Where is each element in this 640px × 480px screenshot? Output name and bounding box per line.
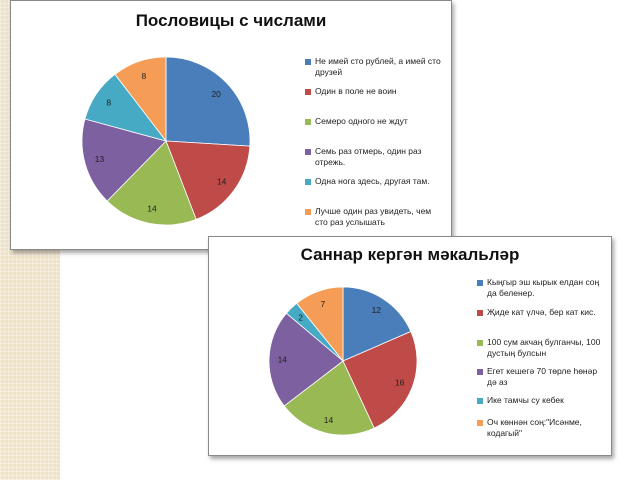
slice-data-label: 2 — [298, 313, 303, 323]
legend-item: 100 сум акчаң булганчы, 100 дустың булсы… — [477, 337, 605, 359]
pie-slice-1 — [165, 140, 251, 220]
pie-slice-2 — [283, 360, 375, 436]
legend-swatch — [477, 369, 483, 375]
slice-data-label: 12 — [372, 305, 382, 315]
slice-data-label: 14 — [278, 355, 288, 365]
pie-chart: 12 16 14 14 2 7 — [268, 286, 418, 436]
legend-swatch — [477, 310, 483, 316]
slice-data-label: 14 — [217, 177, 227, 187]
legend-label: Один в поле не воин — [315, 86, 397, 96]
legend-swatch — [305, 149, 311, 155]
slice-data-label: 8 — [142, 71, 147, 81]
legend-swatch — [477, 398, 483, 404]
pie-slice-5 — [296, 286, 344, 363]
legend-item: Ике тамчы су кебек — [477, 395, 605, 406]
chart-proverbs-russian: Пословицы с числами 20 14 14 13 8 8 Не имей с… — [10, 0, 452, 250]
legend-item: Один в поле не воин — [305, 86, 445, 97]
pie-slice-0 — [165, 56, 251, 147]
legend-swatch — [305, 209, 311, 215]
legend-swatch — [305, 119, 311, 125]
chart-title: Саннар кергән мәкальләр — [300, 245, 520, 264]
legend-label: 100 сум акчаң булганчы, 100 дустың булсы… — [487, 337, 601, 358]
legend-label: Җиде кат үлчә, бер кат кис. — [487, 307, 596, 317]
legend-item: Одна нога здесь, другая там. — [305, 176, 445, 187]
legend-item: Не имей сто рублей, а имей сто друзей — [305, 56, 445, 78]
legend-swatch — [305, 89, 311, 95]
legend-label: Семеро одного не ждут — [315, 116, 408, 126]
pie-slice-1 — [342, 330, 418, 429]
legend-item: Семь раз отмерь, один раз отрежь. — [305, 146, 445, 168]
legend-item: Җиде кат үлчә, бер кат кис. — [477, 307, 605, 318]
legend-item: Оч көннән соң:"Исәнме, кодагый" — [477, 417, 605, 439]
legend-label: Ике тамчы су кебек — [487, 395, 564, 405]
slice-data-label: 13 — [95, 154, 105, 164]
pie-slice-2 — [106, 140, 197, 226]
slice-data-label: 7 — [321, 299, 326, 309]
chart-title: Пословицы с числами — [135, 11, 327, 30]
legend-item: Семеро одного не ждут — [305, 116, 445, 127]
legend-item: Егет кешегә 70 төрле һөнәр дә аз — [477, 366, 605, 388]
legend-label: Семь раз отмерь, один раз отрежь. — [315, 146, 422, 167]
legend-item: Лучше один раз увидеть, чем сто раз услы… — [305, 206, 445, 228]
slice-data-label: 8 — [106, 98, 111, 108]
legend-label: Лучше один раз увидеть, чем сто раз услы… — [315, 206, 432, 227]
pie-slice-3 — [268, 312, 344, 407]
slice-data-label: 14 — [147, 204, 157, 214]
legend-swatch — [477, 280, 483, 286]
legend-label: Одна нога здесь, другая там. — [315, 176, 430, 186]
legend-item: Кыңгыр эш кырык елдан соң да беленер. — [477, 277, 605, 299]
legend-swatch — [477, 340, 483, 346]
legend-label: Кыңгыр эш кырык елдан соң да беленер. — [487, 277, 600, 298]
legend-label: Оч көннән соң:"Исәнме, кодагый" — [487, 417, 582, 438]
legend-swatch — [477, 420, 483, 426]
legend-swatch — [305, 179, 311, 185]
slice-data-label: 14 — [324, 415, 334, 425]
pie-slice-3 — [81, 118, 167, 202]
pie-chart: 20 14 14 13 8 8 — [81, 56, 251, 226]
pie-slice-5 — [114, 56, 167, 143]
slice-data-label: 20 — [211, 89, 221, 99]
chart-proverbs-tatar: Саннар кергән мәкальләр 12 16 14 14 2 7 Кыңгы… — [208, 236, 612, 456]
legend-swatch — [305, 59, 311, 65]
pie-slice-0 — [342, 286, 412, 362]
legend-label: Егет кешегә 70 төрле һөнәр дә аз — [487, 366, 598, 387]
legend-label: Не имей сто рублей, а имей сто друзей — [315, 56, 441, 77]
slice-data-label: 16 — [395, 378, 405, 388]
